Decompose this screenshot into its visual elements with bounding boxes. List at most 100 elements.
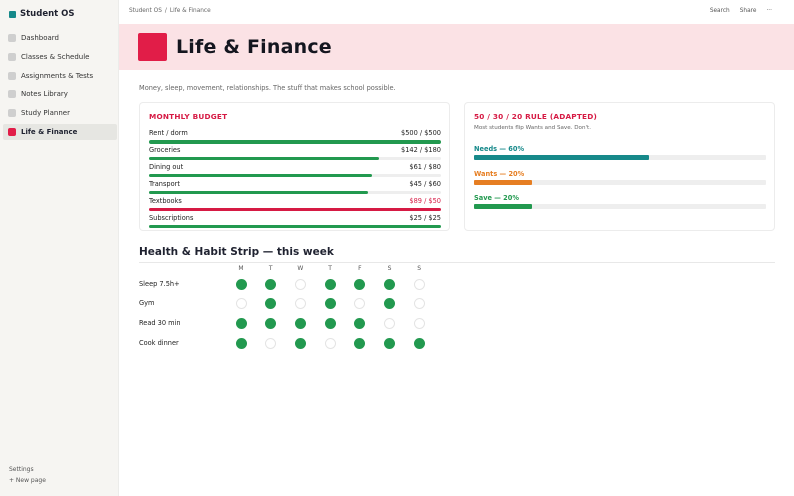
- habit-check-done[interactable]: [324, 298, 336, 310]
- habit-check-done[interactable]: [324, 318, 336, 330]
- page-icon: [8, 52, 16, 61]
- page-subtitle: Money, sleep, movement, relationships. T…: [139, 84, 396, 92]
- page-title: Life & Finance: [176, 36, 332, 58]
- budget-amount: $500 / $500: [401, 129, 441, 137]
- day-header: T: [268, 265, 273, 272]
- settings-link[interactable]: Settings: [9, 466, 34, 473]
- monthly-budget-card: MONTHLY BUDGET Rent / dorm $500 / $500 Gro…: [139, 102, 450, 231]
- budget-category: Groceries: [149, 145, 181, 154]
- day-header: S: [417, 265, 422, 272]
- habit-name: Sleep 7.5h+: [139, 279, 180, 288]
- budget-progress-bar: [149, 207, 441, 212]
- budget-category: Rent / dorm: [149, 129, 188, 137]
- budget-progress-fill: [149, 224, 441, 228]
- budget-progress-bar: [149, 140, 441, 144]
- budget-category: Textbooks: [149, 196, 182, 205]
- sidebar-item-study-planner[interactable]: Study Planner: [3, 105, 117, 121]
- rule-progress-fill: [474, 179, 533, 185]
- day-header: W: [297, 265, 304, 272]
- rule-label: Needs — 60%: [474, 145, 525, 153]
- habit-check-done[interactable]: [294, 318, 306, 330]
- search-button[interactable]: Search: [709, 8, 730, 14]
- sidebar-item-label: Classes & Schedule: [21, 52, 90, 61]
- sidebar-item-classes-schedule[interactable]: Classes & Schedule: [3, 49, 117, 65]
- day-header: M: [238, 265, 244, 272]
- habit-check-done[interactable]: [294, 337, 306, 349]
- budget-title: MONTHLY BUDGET: [149, 112, 228, 121]
- habit-check-done[interactable]: [235, 337, 247, 349]
- topbar: Student OS / Life & Finance Search Share ·…: [119, 0, 794, 24]
- habit-check-done[interactable]: [265, 298, 277, 310]
- day-header: S: [387, 265, 392, 272]
- page-icon: [8, 109, 16, 118]
- breadcrumb-separator: /: [164, 8, 167, 14]
- brand[interactable]: Student OS: [9, 9, 75, 19]
- share-button[interactable]: Share: [739, 8, 757, 14]
- habit-check-done[interactable]: [354, 318, 366, 330]
- habit-check-done[interactable]: [384, 337, 395, 349]
- rule-label: Wants — 20%: [474, 169, 525, 178]
- budget-category: Transport: [149, 179, 180, 188]
- day-header: F: [358, 265, 362, 272]
- brand-name: Student OS: [20, 9, 75, 19]
- budget-category: Subscriptions: [149, 213, 194, 222]
- habit-check-done[interactable]: [354, 278, 366, 290]
- habit-check-empty[interactable]: [265, 337, 277, 349]
- habit-check-empty[interactable]: [354, 298, 366, 310]
- budget-progress-fill: [149, 190, 368, 195]
- habit-check-done[interactable]: [384, 298, 395, 310]
- habit-check-done[interactable]: [354, 337, 366, 349]
- page-icon: [8, 71, 16, 80]
- habit-check-empty[interactable]: [413, 298, 425, 310]
- rule-label: Save — 20%: [474, 194, 519, 203]
- rule-progress-bar: [474, 155, 766, 160]
- habit-check-done[interactable]: [413, 337, 425, 349]
- habit-check-empty[interactable]: [324, 337, 336, 349]
- habit-check-done[interactable]: [384, 278, 395, 290]
- breadcrumb-current[interactable]: Life & Finance: [169, 8, 211, 14]
- habit-name: Read 30 min: [139, 319, 181, 328]
- page-icon[interactable]: [138, 33, 167, 61]
- budget-progress-bar: [149, 190, 441, 195]
- sidebar-item-notes-library[interactable]: Notes Library: [3, 86, 117, 102]
- budget-progress-fill: [149, 156, 380, 161]
- sidebar-item-label: Assignments & Tests: [21, 71, 94, 80]
- new-page-button[interactable]: + New page: [9, 476, 46, 484]
- budget-progress-bar: [149, 173, 441, 178]
- habit-check-empty[interactable]: [235, 298, 247, 310]
- rule-note: Most students flip Wants and Save. Don't…: [474, 125, 592, 131]
- sidebar-item-label: Life & Finance: [21, 127, 78, 136]
- sidebar-item-label: Notes Library: [21, 90, 68, 99]
- rule-progress-fill: [474, 204, 533, 210]
- budget-progress-fill: [149, 140, 441, 144]
- habit-check-done[interactable]: [265, 278, 277, 290]
- habits-title: Health & Habit Strip — this week: [139, 246, 334, 258]
- budget-amount: $61 / $80: [409, 162, 441, 171]
- budget-amount: $89 / $50: [409, 196, 441, 205]
- page-header: Life & Finance: [119, 24, 794, 70]
- page-icon: [8, 34, 16, 42]
- habit-check-empty[interactable]: [384, 318, 395, 330]
- page-icon: [8, 90, 16, 99]
- sidebar-footer: Settings + New page: [9, 465, 46, 486]
- habit-check-empty[interactable]: [413, 318, 425, 330]
- sidebar: Student OS Dashboard Classes & Schedule As…: [0, 0, 119, 496]
- breadcrumb-root[interactable]: Student OS: [129, 8, 162, 14]
- habit-check-done[interactable]: [324, 278, 336, 290]
- habit-check-done[interactable]: [235, 278, 247, 290]
- sidebar-item-dashboard[interactable]: Dashboard: [3, 30, 117, 46]
- budget-progress-bar: [149, 156, 441, 161]
- budget-rule-card: 50 / 30 / 20 RULE (ADAPTED) Most student…: [464, 102, 775, 231]
- budget-amount: $45 / $60: [409, 179, 441, 188]
- habit-check-done[interactable]: [265, 318, 277, 330]
- rule-title: 50 / 30 / 20 RULE (ADAPTED): [474, 112, 598, 121]
- habit-check-empty[interactable]: [294, 298, 306, 310]
- sidebar-item-life-finance[interactable]: Life & Finance: [3, 123, 117, 140]
- page-icon: [8, 127, 16, 136]
- habit-check-done[interactable]: [235, 318, 247, 330]
- sidebar-item-label: Dashboard: [21, 34, 59, 42]
- habit-check-empty[interactable]: [413, 278, 425, 290]
- sidebar-item-assignments-tests[interactable]: Assignments & Tests: [3, 68, 117, 84]
- habit-check-empty[interactable]: [294, 278, 306, 290]
- more-options-button[interactable]: ···: [766, 8, 772, 14]
